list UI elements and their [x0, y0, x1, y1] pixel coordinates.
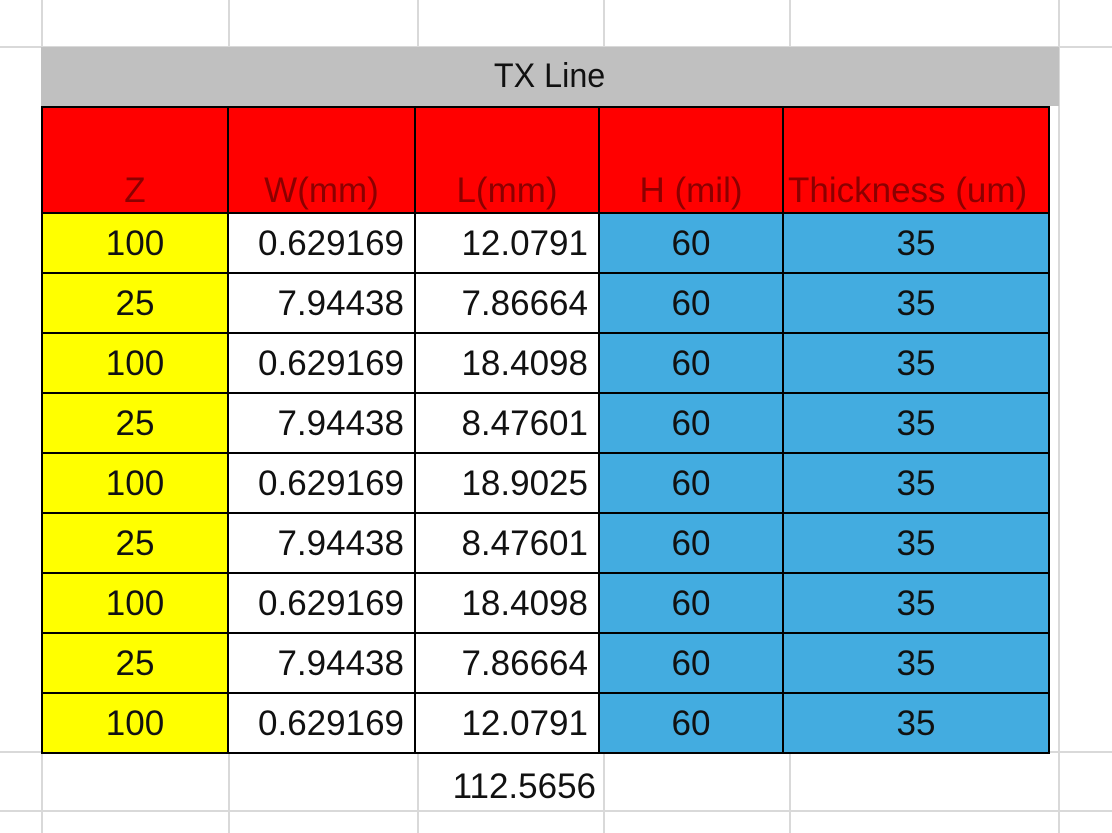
cell-thickness[interactable]: 35	[782, 512, 1050, 574]
cell-z[interactable]: 25	[41, 272, 229, 334]
table-row: 100 0.629169 12.0791 60 35	[41, 212, 1050, 274]
header-cell-l[interactable]: L(mm)	[414, 106, 600, 214]
cell-w[interactable]: 0.629169	[227, 692, 416, 754]
cell-l[interactable]: 7.86664	[414, 632, 600, 694]
cell-z[interactable]: 100	[41, 452, 229, 514]
table-row: 100 0.629169 18.4098 60 35	[41, 572, 1050, 634]
cell-w[interactable]: 0.629169	[227, 332, 416, 394]
cell-thickness[interactable]: 35	[782, 212, 1050, 274]
cell-h[interactable]: 60	[598, 572, 784, 634]
cell-z[interactable]: 25	[41, 512, 229, 574]
header-cell-z[interactable]: Z	[41, 106, 229, 214]
cell-thickness[interactable]: 35	[782, 272, 1050, 334]
table-row: 25 7.94438 8.47601 60 35	[41, 392, 1050, 454]
cell-w[interactable]: 7.94438	[227, 512, 416, 574]
cell-z[interactable]: 100	[41, 212, 229, 274]
table-row: 25 7.94438 7.86664 60 35	[41, 272, 1050, 334]
cell-w[interactable]: 0.629169	[227, 572, 416, 634]
cell-l[interactable]: 12.0791	[414, 692, 600, 754]
cell-l[interactable]: 18.9025	[414, 452, 600, 514]
cell-thickness[interactable]: 35	[782, 452, 1050, 514]
header-cell-h[interactable]: H (mil)	[598, 106, 784, 214]
table-row: 100 0.629169 12.0791 60 35	[41, 692, 1050, 754]
cell-l[interactable]: 18.4098	[414, 572, 600, 634]
cell-h[interactable]: 60	[598, 452, 784, 514]
cell-h[interactable]: 60	[598, 212, 784, 274]
cell-h[interactable]: 60	[598, 272, 784, 334]
cell-w[interactable]: 7.94438	[227, 392, 416, 454]
table-row: 100 0.629169 18.4098 60 35	[41, 332, 1050, 394]
cell-z[interactable]: 100	[41, 692, 229, 754]
cell-l[interactable]: 7.86664	[414, 272, 600, 334]
cell-thickness[interactable]: 35	[782, 392, 1050, 454]
cell-l[interactable]: 8.47601	[414, 512, 600, 574]
table-row: 100 0.629169 18.9025 60 35	[41, 452, 1050, 514]
total-length-cell[interactable]: 112.5656	[452, 767, 596, 806]
cell-l[interactable]: 8.47601	[414, 392, 600, 454]
cell-z[interactable]: 100	[41, 572, 229, 634]
header-row: Z W(mm) L(mm) H (mil) Thickness (um)	[41, 106, 1050, 214]
cell-w[interactable]: 7.94438	[227, 272, 416, 334]
cell-h[interactable]: 60	[598, 392, 784, 454]
table-title-text: TX Line	[494, 57, 606, 95]
cell-h[interactable]: 60	[598, 632, 784, 694]
header-cell-w[interactable]: W(mm)	[227, 106, 416, 214]
cell-thickness[interactable]: 35	[782, 692, 1050, 754]
cell-w[interactable]: 7.94438	[227, 632, 416, 694]
cell-thickness[interactable]: 35	[782, 332, 1050, 394]
cell-z[interactable]: 25	[41, 392, 229, 454]
cell-l[interactable]: 12.0791	[414, 212, 600, 274]
cell-z[interactable]: 100	[41, 332, 229, 394]
table-title[interactable]: TX Line	[41, 47, 1059, 106]
gridline	[0, 810, 1112, 812]
cell-thickness[interactable]: 35	[782, 632, 1050, 694]
header-cell-thickness[interactable]: Thickness (um)	[782, 106, 1050, 214]
cell-thickness[interactable]: 35	[782, 572, 1050, 634]
cell-h[interactable]: 60	[598, 332, 784, 394]
gridline	[1058, 0, 1060, 833]
table-row: 25 7.94438 7.86664 60 35	[41, 632, 1050, 694]
cell-w[interactable]: 0.629169	[227, 452, 416, 514]
table-row: 25 7.94438 8.47601 60 35	[41, 512, 1050, 574]
cell-h[interactable]: 60	[598, 692, 784, 754]
tx-line-table: Z W(mm) L(mm) H (mil) Thickness (um) 100…	[41, 106, 1050, 754]
cell-l[interactable]: 18.4098	[414, 332, 600, 394]
cell-h[interactable]: 60	[598, 512, 784, 574]
cell-z[interactable]: 25	[41, 632, 229, 694]
cell-w[interactable]: 0.629169	[227, 212, 416, 274]
